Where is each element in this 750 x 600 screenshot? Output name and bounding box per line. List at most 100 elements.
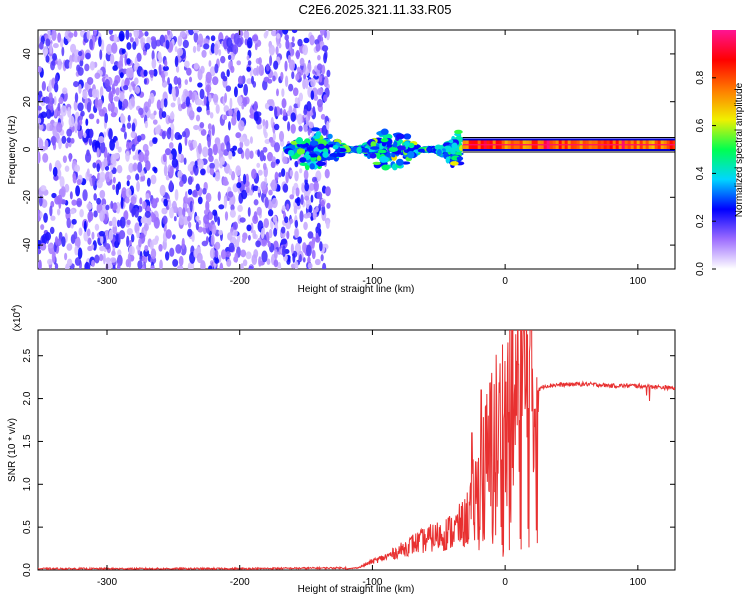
spectrogram-noise-blob <box>128 84 132 93</box>
spectrogram-onset-blob <box>391 153 396 158</box>
spectrogram-noise-blob <box>268 105 274 112</box>
spectrogram-noise-blob <box>161 207 166 214</box>
spectrogram-noise-blob <box>73 100 78 111</box>
spectrogram-noise-blob <box>306 244 312 257</box>
spectrogram-noise-blob <box>161 131 166 140</box>
spectrogram-noise-blob <box>231 171 236 181</box>
spectrogram-noise-blob <box>187 215 191 222</box>
spectrogram-noise-blob <box>49 124 53 132</box>
spectrogram-noise-blob <box>225 85 232 92</box>
spectrogram-noise-blob <box>222 75 228 82</box>
spectrogram-noise-blob <box>308 205 313 213</box>
spectrogram-noise-blob <box>162 65 169 72</box>
spectrogram-noise-blob <box>230 204 235 212</box>
spectrogram-noise-blob <box>148 69 155 75</box>
spectrogram-noise-blob <box>89 61 96 71</box>
spectrogram-noise-blob <box>323 77 329 87</box>
spectrogram-noise-blob <box>312 106 316 115</box>
spectrogram-noise-blob <box>128 245 135 256</box>
spectrogram-noise-blob <box>122 85 129 91</box>
spectrogram-noise-blob <box>62 87 68 95</box>
spectrogram-noise-blob <box>321 124 328 136</box>
colorbar: 0.0 0.2 0.4 0.6 0.8 Normalized spectral ampl… <box>695 30 745 276</box>
spectrogram-noise-blob <box>88 137 93 146</box>
spectrogram-noise-blob <box>171 158 179 168</box>
spectrogram-onset-blob <box>454 129 463 135</box>
spectrogram-noise-blob <box>199 122 205 129</box>
spectrogram-noise-blob <box>110 200 114 209</box>
spectrogram-noise-blob <box>110 112 117 118</box>
spectrogram-noise-blob <box>133 77 139 85</box>
spectrogram-noise-blob <box>108 171 113 180</box>
spectrogram-noise-blob <box>229 97 233 110</box>
spectrogram-noise-blob <box>79 208 84 218</box>
spectrogram-noise-blob <box>150 36 156 42</box>
spectrogram-noise-blob <box>208 60 212 67</box>
spectrogram-noise-blob <box>205 192 212 203</box>
spectrogram-noise-blob <box>187 262 193 269</box>
spectrogram-noise-blob <box>305 78 309 90</box>
spectrogram-noise-blob <box>100 235 104 245</box>
spectrogram-noise-blob <box>268 44 275 56</box>
spectrogram-noise-blob <box>134 86 141 94</box>
spectrogram-noise-blob <box>157 51 162 61</box>
spectrogram-noise-blob <box>247 60 252 66</box>
spectrogram-noise-blob <box>245 251 252 260</box>
spectrogram-noise-blob <box>246 78 253 85</box>
spectrogram-noise-blob <box>266 151 274 162</box>
spectrogram-noise-blob <box>126 58 131 65</box>
spectrogram-noise-blob <box>143 50 147 56</box>
spectrogram-noise-blob <box>132 41 137 50</box>
spectrogram-noise-blob <box>155 197 159 203</box>
spectrogram-noise-blob <box>262 118 266 127</box>
spectrogram-onset-blob <box>388 147 399 153</box>
spectrogram-noise-blob <box>44 96 49 104</box>
spectrogram-noise-blob <box>118 229 126 240</box>
spectrogram-noise-blob <box>38 105 42 112</box>
spectrogram-noise-blob <box>274 106 278 118</box>
spectrogram-onset-blob <box>395 133 405 140</box>
spectrogram-noise-blob <box>249 150 254 159</box>
spectrogram-noise-blob <box>68 32 74 38</box>
spectrogram-noise-blob <box>209 112 214 119</box>
spectrogram-noise-blob <box>98 109 106 117</box>
spectrogram-noise-blob <box>319 30 325 36</box>
spectrogram-noise-blob <box>113 79 119 87</box>
spectrogram-onset-blob <box>380 128 389 135</box>
spectrogram-noise-blob <box>136 230 140 239</box>
spectrogram-noise-blob <box>127 67 134 79</box>
spectrogram-noise-blob <box>44 231 52 241</box>
spectrogram-noise-blob <box>241 189 248 200</box>
spectrogram-noise-blob <box>275 158 280 165</box>
spectrogram-noise-blob <box>227 191 234 198</box>
spectrogram-noise-blob <box>240 249 247 258</box>
spectrogram-noise-blob <box>71 199 77 206</box>
x-tick-label: -100 <box>362 577 382 588</box>
spectrogram-noise-blob <box>86 76 94 85</box>
spectrogram-onset-blob <box>295 137 303 145</box>
spectrogram-noise-blob <box>82 90 88 100</box>
spectrogram-noise-blob <box>197 69 203 81</box>
spectrogram-noise-blob <box>100 39 105 52</box>
spectrogram-noise-blob <box>184 90 190 97</box>
spectrogram-noise-blob <box>126 227 133 236</box>
spectrogram-noise-blob <box>186 67 192 76</box>
spectrogram-noise-blob <box>255 240 261 248</box>
spectrogram-noise-blob <box>144 149 150 157</box>
spectrogram-noise-blob <box>161 111 167 119</box>
spectrogram-noise-blob <box>177 77 182 86</box>
spectrogram-noise-blob <box>317 54 321 61</box>
spectrogram-noise-blob <box>215 104 220 114</box>
spectrogram-noise-blob <box>122 98 129 109</box>
spectrogram-noise-blob <box>290 243 295 254</box>
spectrogram-noise-blob <box>144 31 149 37</box>
spectrogram-noise-blob <box>220 249 227 260</box>
spectrogram-noise-blob <box>54 109 58 118</box>
spectrogram-noise-blob <box>76 197 83 208</box>
spectrogram-onset-blob <box>381 141 387 147</box>
spectrogram-noise-blob <box>256 123 263 130</box>
spectrogram-noise-blob <box>192 30 200 34</box>
spectrogram-noise-blob <box>85 118 89 126</box>
spectrogram-noise-blob <box>117 146 122 153</box>
